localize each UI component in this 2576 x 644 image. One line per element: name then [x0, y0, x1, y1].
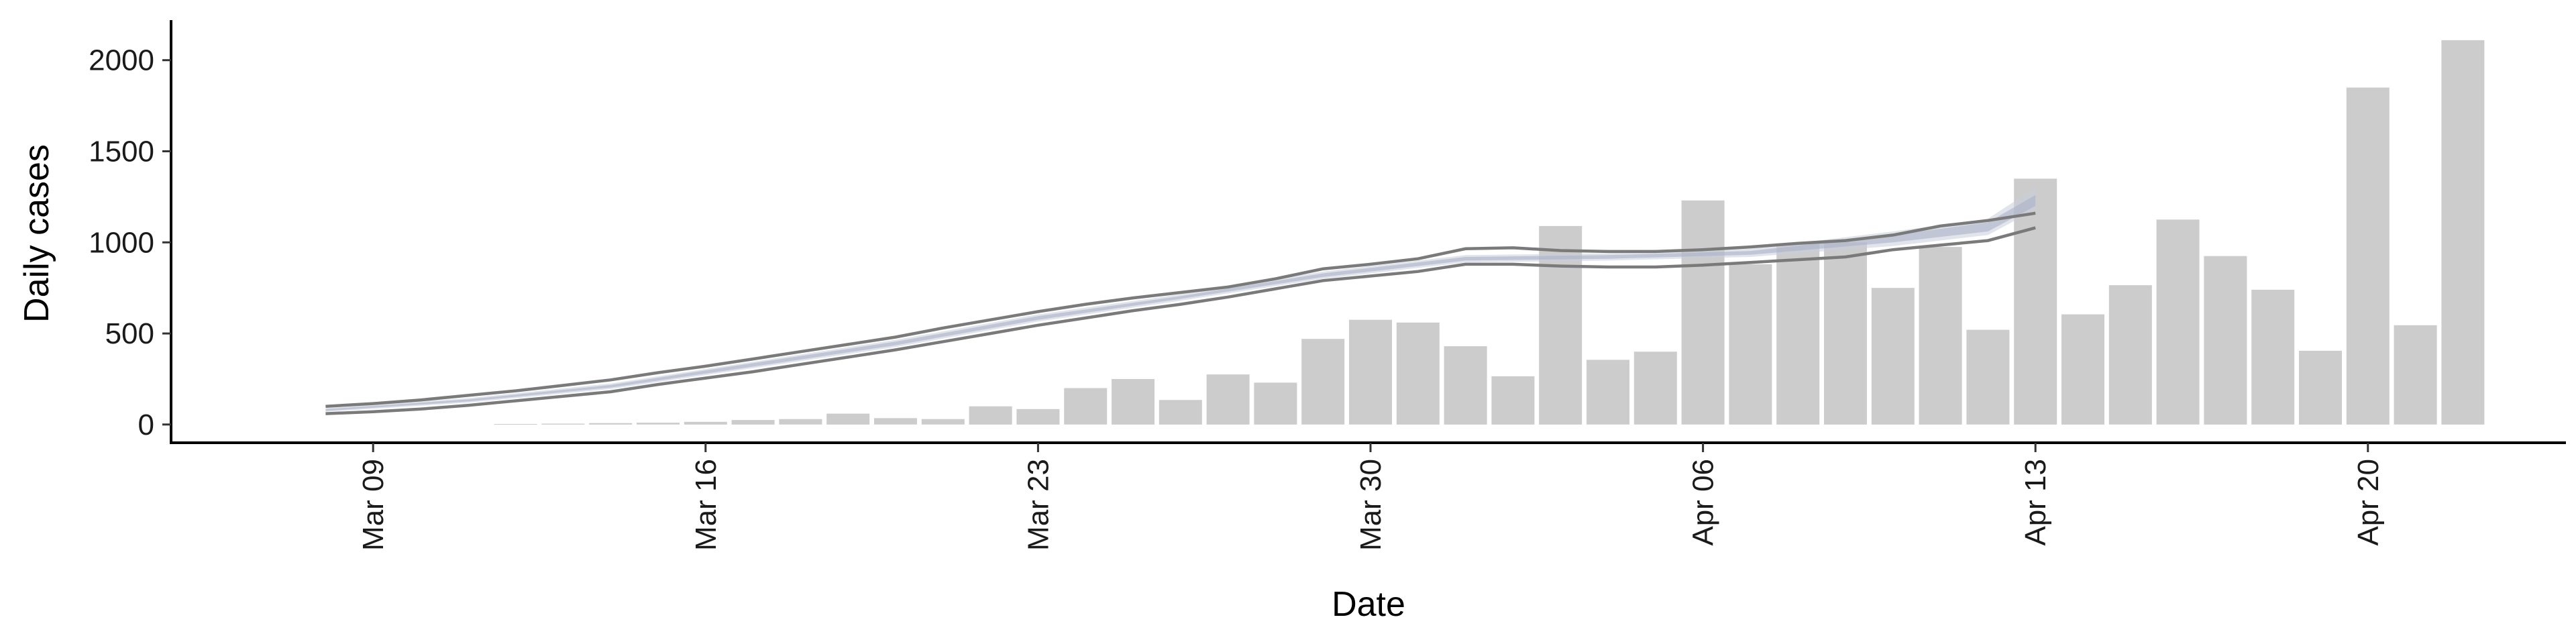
y-axis-title: Daily cases — [17, 144, 56, 323]
x-tick-label-Apr-13: Apr 13 — [2019, 459, 2052, 546]
x-tick-label-Mar-23: Mar 23 — [1022, 459, 1055, 551]
bar-2020-04-21 — [2394, 325, 2437, 425]
bar-2020-04-09 — [1824, 242, 1867, 425]
bar-2020-04-10 — [1871, 288, 1915, 425]
bar-2020-03-13 — [541, 423, 585, 425]
line-upper — [325, 211, 2036, 408]
bar-2020-04-06 — [1681, 200, 1725, 425]
bar-2020-03-21 — [921, 419, 965, 425]
bar-2020-03-27 — [1206, 374, 1250, 425]
bar-2020-03-31 — [1396, 322, 1440, 425]
bar-2020-04-05 — [1633, 352, 1677, 425]
bar-2020-03-26 — [1159, 400, 1202, 425]
bar-2020-03-18 — [779, 419, 822, 425]
bar-2020-03-28 — [1254, 382, 1297, 425]
y-tick-label-1000: 1000 — [89, 226, 154, 259]
bar-2020-04-12 — [1966, 329, 2010, 425]
bound-lines-layer — [325, 211, 2036, 415]
bar-2020-03-19 — [826, 413, 870, 425]
bar-2020-04-11 — [1919, 247, 1962, 425]
line-lower — [325, 226, 2036, 415]
y-tick-label-0: 0 — [138, 409, 154, 441]
y-axis-ticks: 0 500 1000 1500 2000 — [89, 44, 171, 441]
bar-2020-03-23 — [1016, 409, 1060, 425]
bar-2020-04-13 — [2014, 178, 2057, 425]
bar-2020-03-24 — [1064, 388, 1108, 425]
bar-2020-03-25 — [1112, 379, 1155, 425]
bar-2020-04-08 — [1776, 243, 1820, 425]
x-axis-title: Date — [1332, 585, 1405, 624]
bar-2020-04-18 — [2251, 289, 2295, 425]
bar-2020-03-14 — [589, 423, 633, 425]
x-axis-ticks: Mar 09 Mar 16 Mar 23 Mar 30 Apr 06 Apr 13 Apr … — [357, 443, 2385, 551]
bar-2020-03-29 — [1301, 339, 1345, 425]
y-tick-label-2000: 2000 — [89, 44, 154, 77]
x-tick-label-Apr-06: Apr 06 — [1687, 459, 1720, 546]
bars-layer — [494, 40, 2485, 425]
bar-2020-03-16 — [684, 421, 727, 425]
x-tick-label-Mar-16: Mar 16 — [690, 459, 722, 551]
bar-2020-04-17 — [2204, 256, 2247, 425]
bar-2020-04-20 — [2346, 87, 2390, 425]
band-outer-interval — [325, 187, 2036, 412]
bar-2020-03-22 — [969, 406, 1012, 425]
bar-2020-04-07 — [1729, 264, 1772, 425]
bar-2020-03-20 — [874, 418, 917, 425]
bar-2020-04-15 — [2108, 285, 2152, 425]
x-tick-label-Mar-09: Mar 09 — [357, 459, 390, 551]
bar-2020-03-15 — [637, 423, 680, 425]
x-tick-label-Apr-20: Apr 20 — [2352, 459, 2385, 546]
bar-2020-04-22 — [2441, 40, 2485, 425]
y-tick-label-500: 500 — [105, 317, 154, 350]
x-tick-label-Mar-30: Mar 30 — [1354, 459, 1387, 551]
bar-2020-03-30 — [1349, 319, 1392, 425]
bar-2020-04-16 — [2156, 219, 2200, 425]
interval-bands-layer — [325, 187, 2036, 412]
bar-2020-03-17 — [731, 420, 775, 425]
bar-2020-04-14 — [2061, 314, 2104, 425]
bar-2020-03-12 — [494, 424, 537, 425]
bar-2020-04-01 — [1444, 346, 1487, 425]
bar-2020-04-19 — [2299, 350, 2342, 425]
y-tick-label-1500: 1500 — [89, 136, 154, 168]
bar-2020-04-02 — [1491, 376, 1535, 425]
bar-2020-04-04 — [1587, 360, 1629, 425]
